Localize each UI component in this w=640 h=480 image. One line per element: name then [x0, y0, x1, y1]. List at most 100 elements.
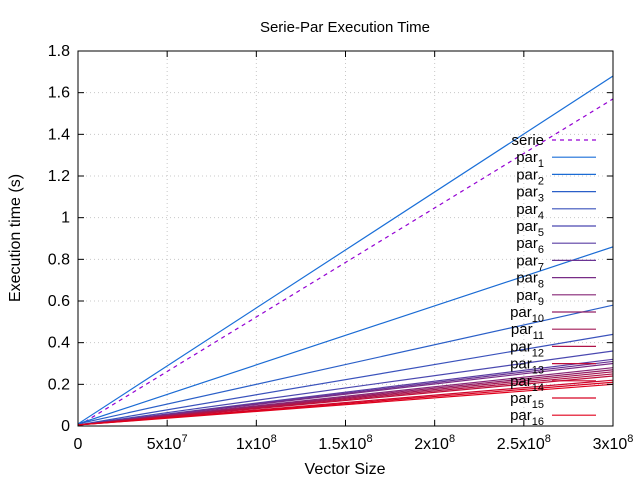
legend-label-name: par	[516, 235, 538, 252]
legend-label-subscript: 16	[532, 416, 544, 428]
legend-item: par13	[510, 356, 596, 377]
legend-label: par9	[516, 287, 544, 308]
legend-label-name: par	[510, 390, 532, 407]
x-tick-label: 1x108	[236, 433, 277, 453]
legend-label-subscript: 8	[538, 279, 544, 291]
x-tick-label: 2x108	[414, 433, 455, 453]
legend-label-name: par	[510, 304, 532, 321]
legend-label: par10	[510, 304, 544, 325]
series-line-par8	[78, 362, 613, 426]
legend-label-name: par	[516, 166, 538, 183]
y-tick-label: 1.6	[48, 85, 70, 102]
legend-item: par5	[516, 218, 596, 239]
legend-label-name: par	[510, 356, 532, 373]
x-tick-label: 5x107	[147, 433, 188, 453]
legend-label-name: par	[516, 149, 538, 166]
y-tick-label: 0.4	[48, 335, 70, 352]
y-tick-label: 1.4	[48, 126, 70, 143]
legend-label-name: par	[510, 373, 532, 390]
y-tick-label: 0.8	[48, 251, 70, 268]
series-line-par1	[78, 75, 613, 425]
legend-label: par16	[510, 407, 544, 428]
legend-label-subscript: 6	[538, 244, 544, 256]
x-tick-label-base: 1.5x10	[318, 436, 366, 453]
legend-label: par4	[516, 201, 544, 222]
x-tick-label-base: 1x10	[236, 436, 271, 453]
x-tick-label-base: 3x10	[593, 436, 628, 453]
y-tick-label: 1	[61, 210, 70, 227]
legend-label-subscript: 7	[538, 261, 544, 273]
series-line-par5	[78, 350, 613, 426]
legend-label: par3	[516, 184, 544, 205]
legend-item: par10	[510, 304, 596, 325]
legend: seriepar1par2par3par4par5par6par7par8par…	[510, 132, 596, 428]
legend-label-subscript: 10	[532, 313, 544, 325]
series-line-serie	[78, 98, 613, 426]
x-tick-label-base: 5x10	[147, 436, 182, 453]
legend-label-name: par	[516, 201, 538, 218]
y-tick-label: 0.6	[48, 293, 70, 310]
legend-label-subscript: 1	[538, 158, 544, 170]
legend-label-name: par	[516, 184, 538, 201]
legend-item: par1	[516, 149, 596, 170]
legend-label-subscript: 9	[538, 296, 544, 308]
series-line-par3	[78, 304, 613, 425]
legend-label: par5	[516, 218, 544, 239]
legend-item: par14	[510, 373, 596, 394]
legend-item: serie	[511, 132, 596, 149]
legend-label: par13	[510, 356, 544, 377]
series-line-par16	[78, 383, 613, 426]
x-tick-label: 3x108	[593, 433, 634, 453]
legend-item: par6	[516, 235, 596, 256]
legend-label: par2	[516, 166, 544, 187]
series-line-par2	[78, 246, 613, 425]
legend-label-name: par	[516, 287, 538, 304]
legend-label-name: par	[516, 252, 538, 269]
x-tick-label-exponent: 8	[271, 433, 277, 445]
legend-label-name: par	[511, 321, 533, 338]
legend-item: par15	[510, 390, 596, 411]
legend-item: par8	[516, 270, 596, 291]
x-tick-label-exponent: 8	[449, 433, 455, 445]
y-axis-label: Execution time (s)	[7, 174, 24, 302]
series-line-par4	[78, 333, 613, 426]
legend-label: par6	[516, 235, 544, 256]
legend-label-subscript: 12	[532, 347, 544, 359]
x-axis-label: Vector Size	[305, 461, 386, 478]
legend-label-subscript: 14	[532, 382, 544, 394]
legend-item: par7	[516, 252, 596, 273]
legend-label: par15	[510, 390, 544, 411]
y-tick-label: 1.8	[48, 43, 70, 60]
legend-label-name: par	[510, 338, 532, 355]
x-tick-label-base: 0	[74, 436, 83, 453]
legend-item: par9	[516, 287, 596, 308]
legend-item: par16	[510, 407, 596, 428]
legend-label: par11	[511, 321, 544, 342]
legend-label: par12	[510, 338, 544, 359]
chart-title: Serie-Par Execution Time	[260, 19, 430, 36]
legend-label-subscript: 2	[538, 175, 544, 187]
legend-label-subscript: 15	[532, 399, 544, 411]
legend-label-name: serie	[511, 132, 544, 149]
legend-item: par3	[516, 184, 596, 205]
legend-label-name: par	[510, 407, 532, 424]
y-axis-ticks: 0 0.2 0.4 0.6 0.8 1 1.2 1.4 1.6 1.8	[48, 43, 613, 435]
x-tick-label: 2.5x108	[497, 433, 551, 453]
legend-label: serie	[511, 132, 544, 149]
legend-label-subscript: 13	[532, 365, 544, 377]
legend-item: par2	[516, 166, 596, 187]
legend-label-subscript: 11	[533, 330, 544, 342]
legend-label-name: par	[516, 218, 538, 235]
x-tick-label: 1.5x108	[318, 433, 372, 453]
x-axis-ticks: 0 5x107 1x108 1.5x108 2x108 2.5x108 3x108	[74, 51, 634, 453]
legend-label-subscript: 3	[538, 193, 544, 205]
x-tick-label-base: 2x10	[414, 436, 449, 453]
y-tick-label: 0.2	[48, 376, 70, 393]
x-tick-label-base: 2.5x10	[497, 436, 545, 453]
x-tick-label-exponent: 8	[627, 433, 633, 445]
legend-label-name: par	[516, 270, 538, 287]
x-tick-label-exponent: 7	[181, 433, 187, 445]
x-tick-label: 0	[74, 436, 83, 453]
